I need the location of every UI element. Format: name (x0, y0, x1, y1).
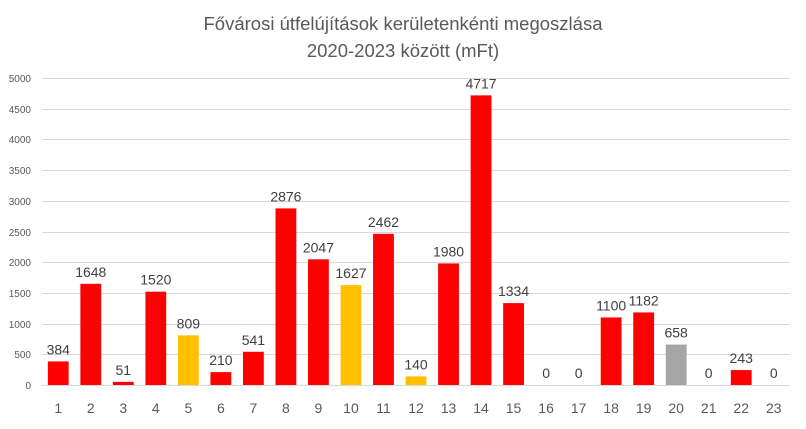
data-label: 0 (542, 365, 550, 381)
bar-district-1 (47, 361, 69, 385)
x-tick-label: 10 (343, 400, 359, 416)
bar-district-3 (112, 381, 134, 385)
data-label: 140 (404, 356, 428, 372)
bar-district-19 (633, 312, 655, 385)
x-tick-label: 16 (538, 400, 554, 416)
bar-district-18 (600, 317, 622, 385)
chart-title-line-1: Fővárosi útfelújítások kerületenkénti me… (204, 13, 604, 34)
data-label: 1334 (498, 283, 529, 299)
bar-district-11 (373, 233, 394, 385)
x-tick-label: 6 (217, 400, 225, 416)
data-label: 658 (664, 325, 688, 341)
x-tick-label: 8 (282, 400, 290, 416)
y-tick-label: 1500 (9, 289, 32, 300)
data-label: 243 (730, 350, 754, 366)
bar-district-5 (177, 335, 199, 385)
bar-district-13 (438, 263, 459, 385)
x-tick-label: 9 (315, 400, 323, 416)
data-label: 0 (575, 365, 583, 381)
x-tick-label: 17 (571, 400, 587, 416)
bar-district-6 (210, 372, 232, 385)
y-tick-label: 0 (25, 381, 31, 392)
data-label: 51 (116, 362, 132, 378)
data-label: 210 (209, 352, 233, 368)
bar-district-12 (405, 376, 427, 385)
y-tick-label: 3000 (9, 197, 32, 208)
chart-title-line-2: 2020-2023 között (mFt) (307, 40, 499, 61)
gridlines (42, 78, 790, 386)
x-axis-tick-labels: 1 2 3 4 5 6 7 8 9 10 11 12 13 14 15 16 17 18 19 20 21 22 23 (54, 400, 781, 416)
x-tick-label: 22 (733, 400, 749, 416)
bar-district-15 (503, 303, 524, 385)
x-tick-label: 20 (668, 400, 684, 416)
data-label: 809 (177, 315, 201, 331)
bar-district-14 (470, 95, 492, 385)
x-tick-label: 4 (152, 400, 160, 416)
bar-district-7 (242, 351, 264, 385)
data-label: 1648 (75, 264, 106, 280)
x-tick-label: 18 (603, 400, 619, 416)
bar-district-4 (145, 291, 167, 385)
x-tick-label: 5 (184, 400, 192, 416)
x-tick-label: 3 (119, 400, 127, 416)
data-label: 2047 (303, 239, 334, 255)
y-tick-label: 5000 (9, 74, 32, 85)
x-tick-label: 7 (249, 400, 257, 416)
data-label: 0 (770, 365, 778, 381)
data-label: 541 (242, 332, 266, 348)
bar-district-8 (275, 208, 297, 385)
x-tick-label: 21 (701, 400, 717, 416)
data-label: 0 (705, 365, 713, 381)
bar-district-20 (665, 344, 687, 385)
y-tick-label: 2000 (9, 258, 32, 269)
x-tick-label: 23 (766, 400, 782, 416)
y-tick-label: 2500 (9, 228, 32, 239)
y-tick-label: 3500 (9, 166, 32, 177)
data-label: 1520 (140, 272, 171, 288)
bar-district-10 (340, 285, 362, 385)
bars (47, 95, 752, 385)
x-tick-label: 2 (87, 400, 95, 416)
x-tick-label: 14 (473, 400, 489, 416)
x-tick-label: 11 (376, 400, 391, 416)
x-tick-label: 19 (636, 400, 652, 416)
x-tick-label: 13 (441, 400, 457, 416)
data-label: 1980 (433, 243, 464, 259)
bar-district-9 (308, 259, 329, 385)
x-tick-label: 12 (408, 400, 424, 416)
data-label: 1100 (596, 297, 626, 313)
y-axis-tick-labels: 0 500 1000 1500 2000 2500 3000 3500 4000 4500 5000 (9, 74, 32, 392)
y-tick-label: 500 (14, 350, 31, 361)
data-label: 2876 (270, 188, 301, 204)
data-label: 1182 (629, 292, 659, 308)
bar-district-2 (80, 283, 102, 385)
x-tick-label: 15 (506, 400, 522, 416)
bar-district-22 (730, 370, 752, 385)
data-label: 1627 (335, 265, 366, 281)
y-tick-label: 4500 (9, 105, 32, 116)
x-tick-label: 1 (54, 400, 62, 416)
y-tick-label: 1000 (9, 320, 32, 331)
y-tick-label: 4000 (9, 135, 32, 146)
data-label: 2462 (368, 214, 399, 230)
data-label: 384 (47, 341, 71, 357)
data-label: 4717 (465, 75, 496, 91)
